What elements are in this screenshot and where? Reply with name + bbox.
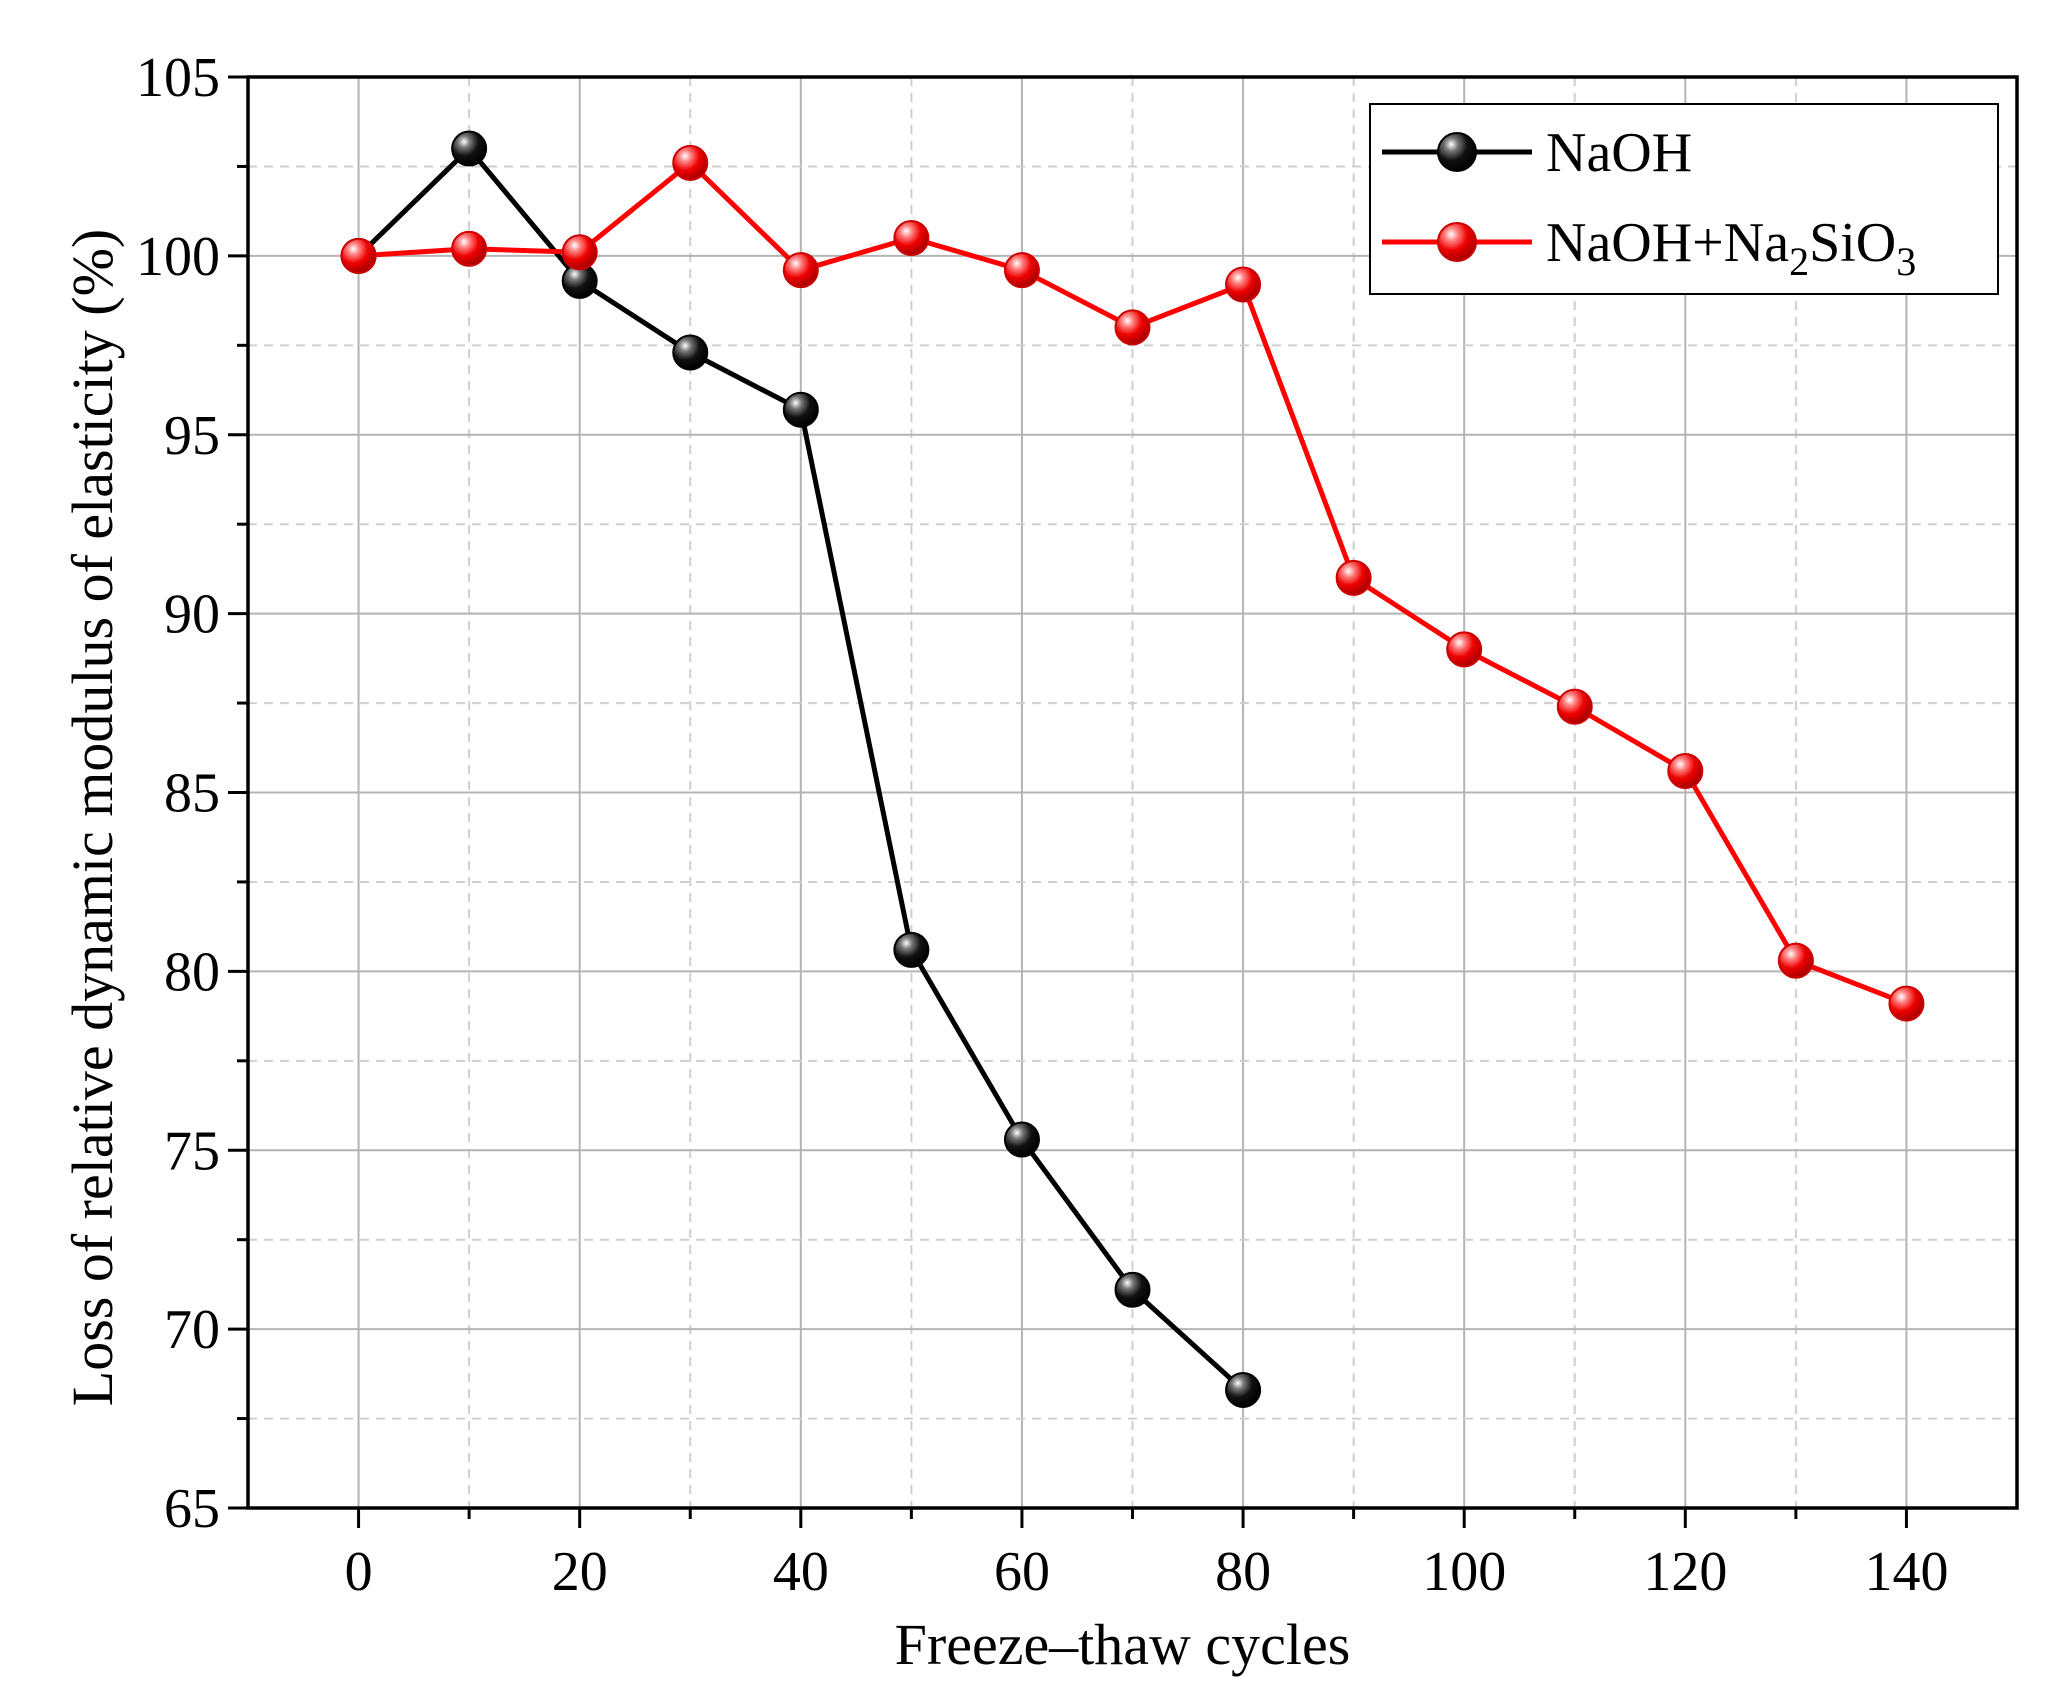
legend-label-subscript: 2 bbox=[1789, 239, 1809, 284]
x-tick-label: 40 bbox=[773, 1541, 829, 1603]
y-tick-label: 75 bbox=[164, 1120, 220, 1182]
data-point bbox=[340, 237, 377, 274]
data-point bbox=[893, 219, 930, 256]
data-point bbox=[1114, 309, 1151, 346]
x-tick-label: 100 bbox=[1422, 1541, 1506, 1603]
data-point bbox=[561, 234, 598, 271]
data-point bbox=[782, 391, 819, 428]
legend-label-naoh-na2sio3: NaOH+Na2SiO3 bbox=[1546, 212, 1916, 284]
legend-label-naoh: NaOH bbox=[1546, 122, 1692, 184]
data-point bbox=[1003, 252, 1040, 289]
x-tick-label: 0 bbox=[345, 1541, 373, 1603]
y-tick-label: 105 bbox=[136, 47, 220, 109]
x-tick-label: 120 bbox=[1643, 1541, 1727, 1603]
data-point bbox=[672, 334, 709, 371]
x-tick-label: 20 bbox=[552, 1541, 608, 1603]
data-point bbox=[451, 230, 488, 267]
legend-label-part: NaOH bbox=[1546, 122, 1692, 184]
y-tick-label: 65 bbox=[164, 1478, 220, 1540]
data-point bbox=[451, 130, 488, 167]
y-tick-label: 90 bbox=[164, 584, 220, 646]
x-tick-label: 80 bbox=[1215, 1541, 1271, 1603]
data-point bbox=[1556, 688, 1593, 725]
data-point bbox=[782, 252, 819, 289]
legend-label-part: NaOH+Na bbox=[1546, 212, 1789, 274]
legend: NaOH NaOH+Na2SiO3 bbox=[1369, 103, 1999, 295]
data-point bbox=[893, 931, 930, 968]
y-tick-label: 85 bbox=[164, 763, 220, 825]
y-tick-label: 70 bbox=[164, 1299, 220, 1361]
data-point bbox=[1888, 985, 1925, 1022]
data-point bbox=[1335, 559, 1372, 596]
legend-marker-naoh bbox=[1437, 132, 1477, 172]
legend-entry-naoh: NaOH bbox=[1382, 122, 1692, 184]
series-layer bbox=[340, 130, 1925, 1408]
y-tick-label: 95 bbox=[164, 405, 220, 467]
data-point bbox=[1225, 266, 1262, 303]
data-point bbox=[672, 144, 709, 181]
legend-entry-naoh-na2sio3: NaOH+Na2SiO3 bbox=[1382, 212, 1916, 284]
y-axis-label: Loss of relative dynamic modulus of elas… bbox=[60, 229, 125, 1406]
x-tick-label: 60 bbox=[994, 1541, 1050, 1603]
axis-ticks: 0 20 40 60 80 100 120 140 65 70 75 80 85 90 95 100 105 bbox=[136, 47, 1948, 1603]
data-point bbox=[1777, 942, 1814, 979]
data-point bbox=[1225, 1371, 1262, 1408]
legend-label-part: SiO bbox=[1809, 212, 1896, 274]
data-point bbox=[1446, 631, 1483, 668]
data-point bbox=[1003, 1121, 1040, 1158]
legend-label-subscript: 3 bbox=[1896, 239, 1916, 284]
y-tick-label: 80 bbox=[164, 941, 220, 1003]
data-point bbox=[1114, 1271, 1151, 1308]
x-tick-label: 140 bbox=[1864, 1541, 1948, 1603]
legend-marker-naoh-na2sio3 bbox=[1437, 222, 1477, 262]
data-point bbox=[1667, 753, 1704, 790]
series-1 bbox=[340, 144, 1925, 1022]
x-axis-label: Freeze–thaw cycles bbox=[895, 1612, 1351, 1677]
legend-box bbox=[1369, 103, 1999, 295]
y-tick-label: 100 bbox=[136, 226, 220, 288]
series-0 bbox=[340, 130, 1262, 1408]
